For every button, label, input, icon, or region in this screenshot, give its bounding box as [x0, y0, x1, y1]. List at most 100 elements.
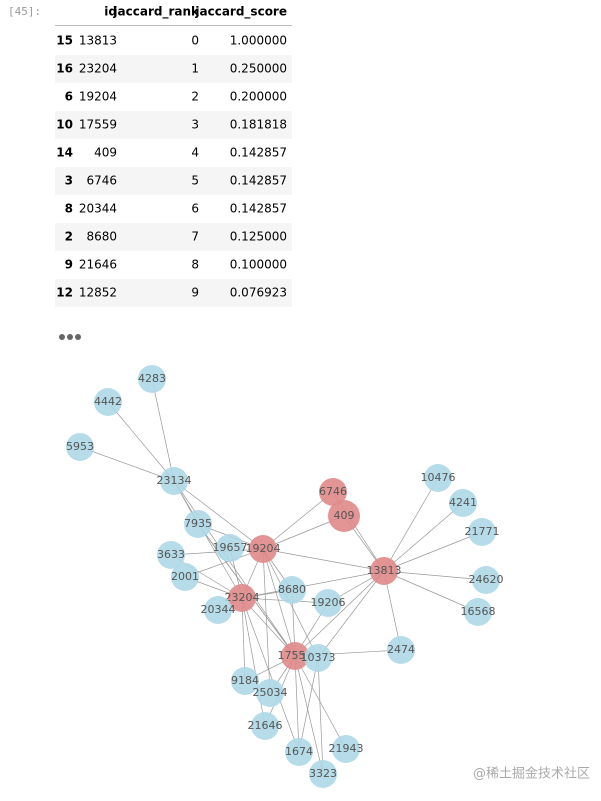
cell: 0: [191, 34, 199, 48]
cell: 6746: [86, 174, 117, 188]
node-label: 9184: [231, 674, 259, 687]
watermark: @稀土掘金技术社区: [473, 766, 590, 782]
edge: [383, 502, 464, 572]
cell: 409: [94, 146, 117, 160]
edge: [262, 548, 385, 572]
node: [424, 464, 452, 492]
row-index: 8: [65, 202, 73, 216]
node-label: 6746: [319, 485, 347, 498]
cell: 8: [191, 258, 199, 272]
cell: 5: [191, 174, 199, 188]
node: [285, 738, 313, 766]
node: [160, 467, 188, 495]
node-label: 24620: [469, 573, 504, 586]
cell: 12852: [79, 286, 117, 300]
edge: [262, 491, 334, 550]
node-label: 23134: [157, 474, 192, 487]
node: [464, 598, 492, 626]
row-stripe: [55, 55, 292, 83]
node-label: 21771: [465, 525, 500, 538]
cell: 0.250000: [230, 62, 287, 76]
node: [184, 510, 212, 538]
node: [304, 644, 332, 672]
cell: 0.142857: [230, 146, 287, 160]
cell: 17559: [79, 118, 117, 132]
edge: [317, 570, 385, 659]
cell: 20344: [79, 202, 117, 216]
node: [216, 534, 244, 562]
cell: 0.142857: [230, 202, 287, 216]
node: [157, 541, 185, 569]
row-index: 2: [65, 230, 73, 244]
cell: 2: [191, 90, 199, 104]
node: [66, 433, 94, 461]
node: [468, 518, 496, 546]
node-label: 21943: [329, 742, 364, 755]
edge: [107, 401, 175, 482]
edge: [383, 477, 439, 572]
node-label: 3633: [157, 548, 185, 561]
node-label: 13813: [367, 564, 402, 577]
node-label: 10476: [421, 471, 456, 484]
node: [449, 489, 477, 517]
edge: [383, 570, 479, 613]
edge: [294, 570, 385, 657]
node-label: 16568: [461, 605, 496, 618]
node-label: 19657: [213, 541, 248, 554]
node: [328, 500, 360, 532]
edge: [294, 655, 300, 753]
node-label: 8680: [278, 583, 306, 596]
row-index: 10: [56, 118, 73, 132]
edge: [173, 480, 296, 657]
row-stripe: [55, 223, 292, 251]
node-label: 17559: [278, 649, 313, 662]
edge: [241, 570, 385, 599]
cell: 0.100000: [230, 258, 287, 272]
edge: [383, 531, 483, 572]
row-index: 3: [65, 174, 73, 188]
node-label: 10373: [301, 651, 336, 664]
row-index: 14: [56, 146, 73, 160]
row-index: 16: [56, 62, 73, 76]
node-label: 23204: [225, 591, 260, 604]
node: [251, 712, 279, 740]
edge: [262, 548, 296, 657]
row-index: 6: [65, 90, 73, 104]
node-label: 4283: [138, 372, 166, 385]
edge: [383, 570, 487, 581]
edge: [298, 657, 319, 753]
node: [281, 642, 309, 670]
cell: 3: [191, 118, 199, 132]
node: [256, 679, 284, 707]
row-index: 9: [65, 258, 73, 272]
cell: 0.125000: [230, 230, 287, 244]
edge: [173, 480, 243, 599]
cell: 0.076923: [230, 286, 287, 300]
cell: 1: [191, 62, 199, 76]
cell: 9: [191, 286, 199, 300]
column-header: jaccard_score: [194, 5, 287, 20]
edge: [241, 597, 300, 753]
edge: [294, 655, 347, 750]
node: [278, 576, 306, 604]
cell: 8680: [86, 230, 117, 244]
node: [231, 667, 259, 695]
cell-prompt: [45]:: [8, 5, 41, 18]
node: [228, 584, 256, 612]
edge: [173, 480, 264, 550]
node-label: 2474: [387, 643, 415, 656]
cell: 19204: [79, 90, 117, 104]
node-label: 409: [334, 509, 355, 522]
node: [94, 388, 122, 416]
row-stripe: [55, 167, 292, 195]
node-label: 19204: [246, 542, 281, 555]
node: [204, 596, 232, 624]
cell: 1.000000: [230, 34, 287, 48]
node-label: 25034: [253, 686, 288, 699]
node: [370, 557, 398, 585]
node: [332, 735, 360, 763]
node-label: 7935: [184, 517, 212, 530]
node: [314, 589, 342, 617]
column-header: jaccard_rank: [112, 5, 200, 20]
row-stripe: [55, 111, 292, 139]
